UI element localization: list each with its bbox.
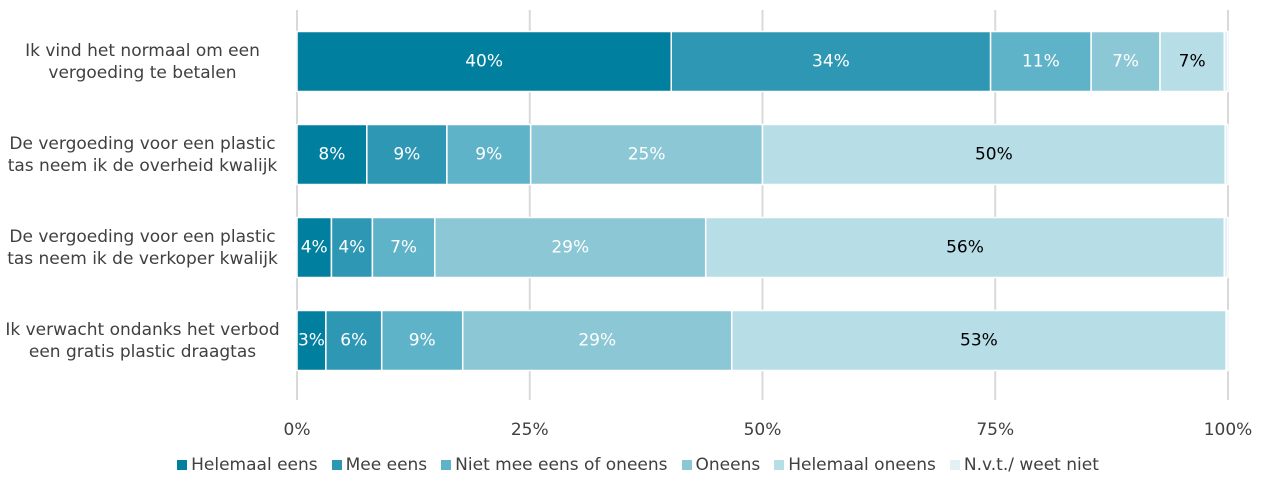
x-tick-label: 100% — [1204, 420, 1253, 440]
legend-item: Helemaal eens — [177, 455, 318, 475]
data-label: 8% — [318, 145, 345, 165]
category-label: Ik verwacht ondanks het verbod een grati… — [5, 319, 280, 362]
data-label: 29% — [551, 238, 589, 258]
bar-segment — [380, 309, 464, 372]
bar-segment — [704, 216, 1226, 279]
legend-label: Helemaal eens — [191, 455, 318, 475]
x-tick-label: 75% — [976, 420, 1014, 440]
legend-item: Helemaal oneens — [774, 455, 936, 475]
data-label: 3% — [298, 331, 325, 351]
data-label: 56% — [946, 238, 984, 258]
data-label: 9% — [393, 145, 420, 165]
bar-segment — [1223, 216, 1229, 279]
bar-segment — [330, 216, 374, 279]
legend-item: Mee eens — [331, 455, 428, 475]
legend: Helemaal eens Mee eens Niet mee eens of on… — [0, 455, 1276, 475]
bar-segment — [296, 216, 333, 279]
legend-label: Oneens — [695, 455, 761, 475]
bar-segment — [1225, 309, 1229, 372]
x-tick-label: 50% — [744, 420, 782, 440]
bar-segment — [461, 309, 733, 372]
legend-swatch — [331, 460, 342, 470]
legend-label: Niet mee eens of oneens — [455, 455, 668, 475]
bar-segment — [434, 216, 707, 279]
category-label: Ik vind het normaal om een vergoeding te… — [25, 40, 260, 83]
bar-segment — [296, 30, 673, 93]
data-label: 9% — [475, 145, 502, 165]
legend-swatch — [681, 460, 692, 470]
legend-item: Niet mee eens of oneens — [441, 455, 668, 475]
bar-segment — [529, 123, 764, 186]
legend-item: N.v.t./ weet niet — [949, 455, 1099, 475]
data-label: 4% — [338, 238, 365, 258]
category-label: De vergoeding voor een plastic tas neem … — [7, 133, 278, 176]
data-label: 50% — [975, 145, 1013, 165]
x-tick-label: 0% — [284, 420, 311, 440]
category-label: De vergoeding voor een plastic tas neem … — [7, 226, 278, 269]
legend-label: Mee eens — [345, 455, 428, 475]
data-label: 40% — [465, 52, 503, 72]
legend-label: Helemaal oneens — [788, 455, 936, 475]
legend-label: N.v.t./ weet niet — [963, 455, 1099, 475]
bar-segment — [731, 309, 1227, 372]
bar-segment — [325, 309, 383, 372]
legend-swatch — [177, 460, 188, 470]
bar-segment — [1223, 30, 1229, 93]
data-label: 9% — [409, 331, 436, 351]
data-label: 25% — [628, 145, 666, 165]
data-label: 4% — [301, 238, 328, 258]
data-label: 11% — [1022, 52, 1060, 72]
data-label: 6% — [340, 331, 367, 351]
data-label: 7% — [1179, 52, 1206, 72]
data-label: 53% — [960, 331, 998, 351]
data-label: 7% — [1112, 52, 1139, 72]
data-label: 34% — [812, 52, 850, 72]
bar-segment — [296, 123, 368, 186]
legend-swatch — [774, 460, 785, 470]
legend-item: Oneens — [681, 455, 761, 475]
legend-swatch — [441, 460, 452, 470]
bar-segment — [366, 123, 448, 186]
data-label: 29% — [578, 331, 616, 351]
bar-segment — [1224, 123, 1229, 186]
data-label: 7% — [390, 238, 417, 258]
x-tick-label: 25% — [511, 420, 549, 440]
bar-segment — [446, 123, 532, 186]
legend-swatch — [949, 460, 960, 470]
bar-segment — [371, 216, 436, 279]
